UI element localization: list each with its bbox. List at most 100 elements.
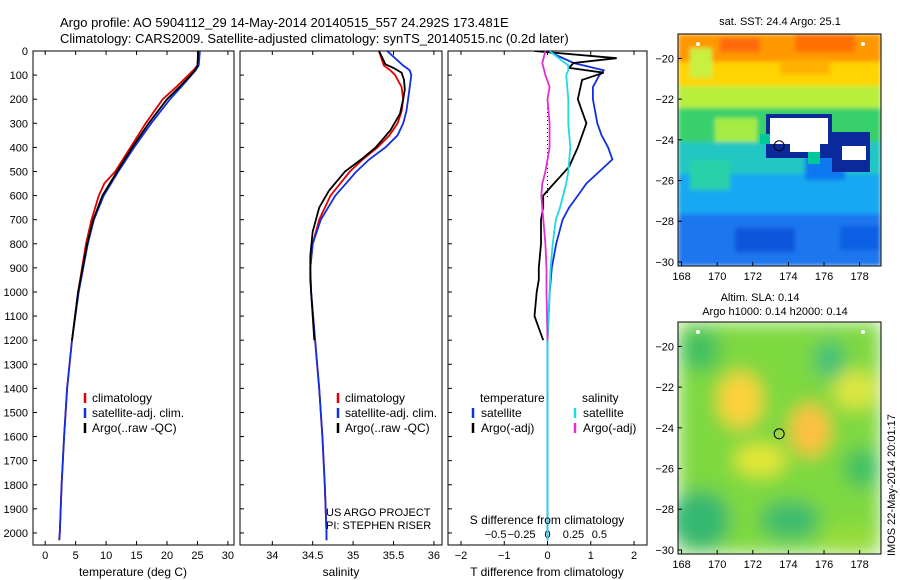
difference-series-salinity-satellite [546,51,572,541]
temperature-plot-frame [32,50,235,546]
temperature-ytick-label: 300 [10,118,28,130]
difference-xtick-label: −2 [455,550,468,562]
temperature-xtick-label: 5 [73,550,79,562]
salinity-xtick-label: 35 [347,550,359,562]
temperature-ytick-label: 100 [10,70,28,82]
difference-legend-title-salinity: salinity [582,391,619,405]
sst-map-title: sat. SST: 24.4 Argo: 25.1 [719,16,841,28]
sst-map-frame [677,33,882,267]
salinity-xtick-label: 36 [428,550,440,562]
temperature-ytick-label: 1200 [4,335,28,347]
difference-s-tick-label: −0.25 [508,529,536,541]
sla-map-xtick-label: 176 [815,559,833,571]
temperature-ytick-label: 1700 [4,456,28,468]
difference-xtick-label: 2 [631,550,637,562]
difference-panel: −2 −1 0 1 2−0.5 −0.25 0 0.25 0.5 temperature sali… [447,50,648,579]
difference-s-tick-label: −0.5 [485,529,507,541]
sla-argo-location-marker [773,428,785,440]
salinity-panel: 34 34.5 35 35.5 36 climatologysatellite-adj.… [239,50,443,579]
difference-xtick-label: −1 [498,550,511,562]
sst-map-ytick-label: −24 [655,135,674,147]
sla-map-ytick-label: −26 [655,464,674,476]
salinity-legend-label: satellite-adj. clim. [345,406,437,420]
imos-timestamp: IMOS 22-May-2014 20:01:17 [886,414,898,556]
sst-map-ytick-label: −26 [655,176,674,188]
salinity-series-satellite-adj-clim- [309,51,413,541]
sla-map-subtitle: Argo h1000: 0.14 h2000: 0.14 [702,306,848,318]
sla-field [678,322,881,554]
temperature-ytick-label: 1000 [4,287,28,299]
sla-map-xtick-label: 172 [744,559,762,571]
sla-map-title: Altim. SLA: 0.14 [721,292,800,304]
sla-map-xtick-label: 168 [672,559,690,571]
sla-map-panel: Altim. SLA: 0.14 Argo h1000: 0.14 h2000:… [655,292,882,571]
salinity-xtick-label: 35.5 [383,550,404,562]
temperature-ytick-label: 700 [10,215,28,227]
temperature-ytick-label: 1300 [4,359,28,371]
temperature-xtick-label: 0 [42,550,48,562]
temperature-xtick-label: 30 [222,550,234,562]
temperature-panel: 0 5 10 15 20 25 300100200300400500600700800900… [4,46,235,579]
salinity-x-label: salinity [323,565,360,579]
sst-map-ytick-label: −22 [655,94,674,106]
sst-map-xtick-label: 172 [744,271,762,283]
temperature-ytick-label: 0 [22,46,28,58]
sla-map-ytick-label: −24 [655,423,674,435]
sla-map-ytick-label: −28 [655,504,674,516]
header-line-2: Climatology: CARS2009. Satellite-adjuste… [60,31,569,46]
sst-map-ytick-label: −20 [655,53,674,65]
difference-series-temperature-argo-adj- [533,51,617,341]
temperature-ytick-label: 2000 [4,528,28,540]
difference-legend-label: Argo(-adj) [583,421,636,435]
temperature-ytick-label: 400 [10,142,28,154]
sla-map-xtick-label: 178 [850,559,868,571]
difference-legend-label: Argo(-adj) [481,421,534,435]
temperature-legend-label: Argo(..raw -QC) [92,421,177,435]
temperature-ytick-label: 500 [10,166,28,178]
sst-map-panel: sat. SST: 24.4 Argo: 25.1 [655,16,882,283]
sst-map-xtick-label: 168 [672,271,690,283]
salinity-plot-frame [239,50,443,546]
difference-s-tick-label: 0.5 [592,529,607,541]
temperature-xtick-label: 10 [100,550,112,562]
salinity-legend-label: climatology [345,391,405,405]
temperature-xtick-label: 15 [130,550,142,562]
sst-map-xtick-label: 176 [815,271,833,283]
sst-argo-location-marker [773,140,785,152]
s-difference-label: S difference from climatology [470,513,625,527]
temperature-legend-label: satellite-adj. clim. [92,406,184,420]
salinity-xtick-label: 34.5 [302,550,323,562]
sla-map-ytick-label: −20 [655,341,674,353]
sst-map-ytick-label: −28 [655,216,674,228]
header-line-1: Argo profile: AO 5904112_29 14-May-2014 … [60,15,509,30]
temperature-ytick-label: 600 [10,191,28,203]
sst-map-xtick-label: 174 [779,271,797,283]
difference-legend-label: satellite [583,406,624,420]
t-difference-label: T difference from climatology [470,565,624,579]
temperature-ytick-label: 1900 [4,504,28,516]
difference-s-tick-label: 0.25 [563,529,584,541]
sst-map-xtick-label: 170 [708,271,726,283]
sla-map-xtick-label: 174 [779,559,797,571]
temperature-ytick-label: 1800 [4,480,28,492]
temperature-ytick-label: 1600 [4,432,28,444]
temperature-series-argo-raw-qc- [71,51,199,341]
salinity-series-argo-raw-qc- [309,51,406,341]
temperature-ytick-label: 1500 [4,407,28,419]
difference-xtick-label: 0 [544,550,550,562]
salinity-legend-label: Argo(..raw -QC) [345,421,430,435]
temperature-ytick-label: 800 [10,239,28,251]
temperature-xtick-label: 25 [191,550,203,562]
difference-xtick-label: 1 [588,550,594,562]
project-credit: US ARGO PROJECT [326,507,431,519]
temperature-x-label: temperature (deg C) [79,565,187,579]
difference-legend-label: satellite [481,406,522,420]
sst-map-xtick-label: 178 [850,271,868,283]
temperature-ytick-label: 200 [10,94,28,106]
temperature-ytick-label: 900 [10,263,28,275]
sla-map-ytick-label: −22 [655,382,674,394]
salinity-xtick-label: 34 [266,550,278,562]
difference-series-salinity-argo-adj- [540,51,551,341]
temperature-ytick-label: 1400 [4,383,28,395]
